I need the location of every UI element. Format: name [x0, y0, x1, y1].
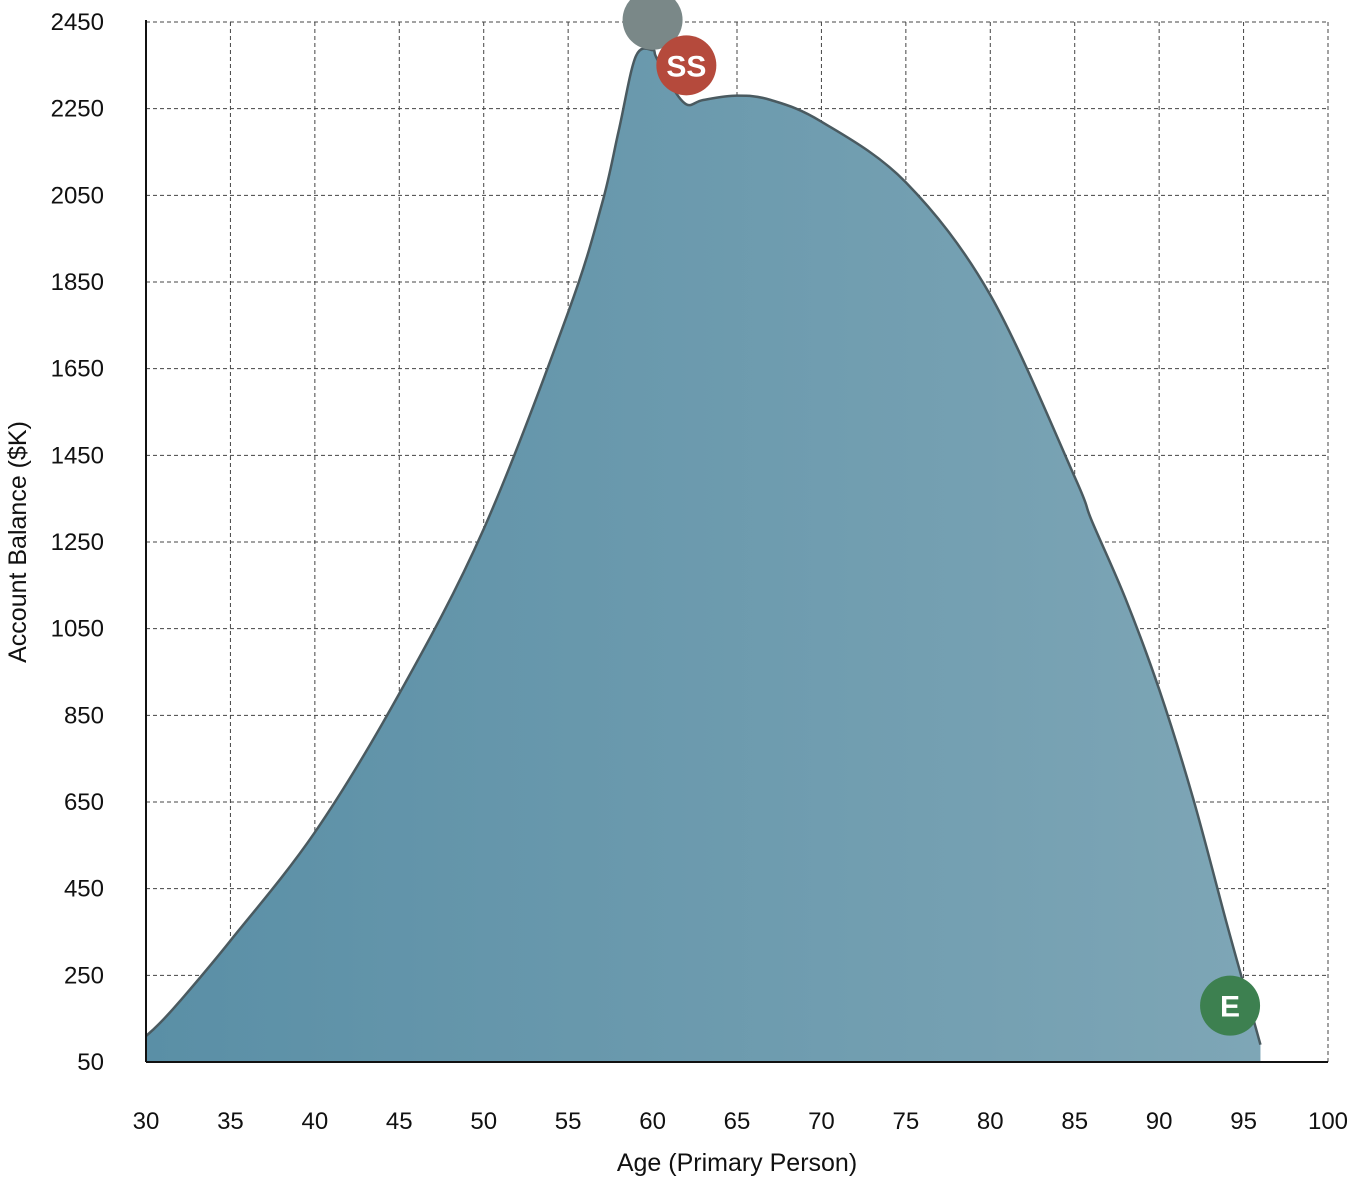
y-axis-title: Account Balance ($K)	[4, 421, 32, 663]
x-tick-label: 85	[1061, 1108, 1088, 1135]
x-tick-label: 60	[639, 1108, 666, 1135]
x-tick-label: 100	[1308, 1108, 1348, 1135]
area-fill	[146, 48, 1261, 1062]
event-marker-label: SS	[666, 50, 706, 83]
y-tick-label: 2450	[51, 9, 104, 36]
y-tick-label: 250	[64, 962, 104, 989]
x-tick-label: 55	[555, 1108, 582, 1135]
event-marker-circle	[1200, 975, 1261, 1036]
event-marker-circle	[622, 0, 683, 50]
x-tick-label: 65	[724, 1108, 751, 1135]
event-marker-circle	[656, 35, 717, 96]
axes	[145, 20, 1328, 1063]
x-tick-label: 40	[302, 1108, 329, 1135]
x-tick-label: 70	[808, 1108, 835, 1135]
y-tick-label: 50	[77, 1049, 104, 1076]
event-markers: SS E	[622, 0, 1261, 1036]
tick-labels: 30 35 40 45 50 55 60 65 70 75 80 85 90 95 100 50 250 450 6…	[51, 9, 1348, 1135]
y-tick-label: 1250	[51, 529, 104, 556]
x-tick-label: 90	[1146, 1108, 1173, 1135]
x-tick-label: 45	[386, 1108, 413, 1135]
event-marker-label: E	[1220, 991, 1240, 1024]
y-tick-label: 850	[64, 702, 104, 729]
y-tick-label: 2250	[51, 96, 104, 123]
x-tick-label: 50	[470, 1108, 497, 1135]
y-tick-label: 1050	[51, 616, 104, 643]
area-series	[146, 47, 1262, 1062]
x-tick-label: 95	[1230, 1108, 1257, 1135]
x-tick-label: 30	[133, 1108, 160, 1135]
y-tick-label: 650	[64, 789, 104, 816]
y-tick-label: 1450	[51, 442, 104, 469]
y-tick-label: 450	[64, 876, 104, 903]
y-tick-label: 2050	[51, 182, 104, 209]
y-tick-label: 1650	[51, 356, 104, 383]
area-outline	[146, 47, 1262, 1046]
x-axis-title: Age (Primary Person)	[617, 1149, 857, 1177]
x-tick-label: 80	[977, 1108, 1004, 1135]
x-tick-label: 35	[217, 1108, 244, 1135]
y-tick-label: 1850	[51, 269, 104, 296]
x-tick-label: 75	[893, 1108, 920, 1135]
